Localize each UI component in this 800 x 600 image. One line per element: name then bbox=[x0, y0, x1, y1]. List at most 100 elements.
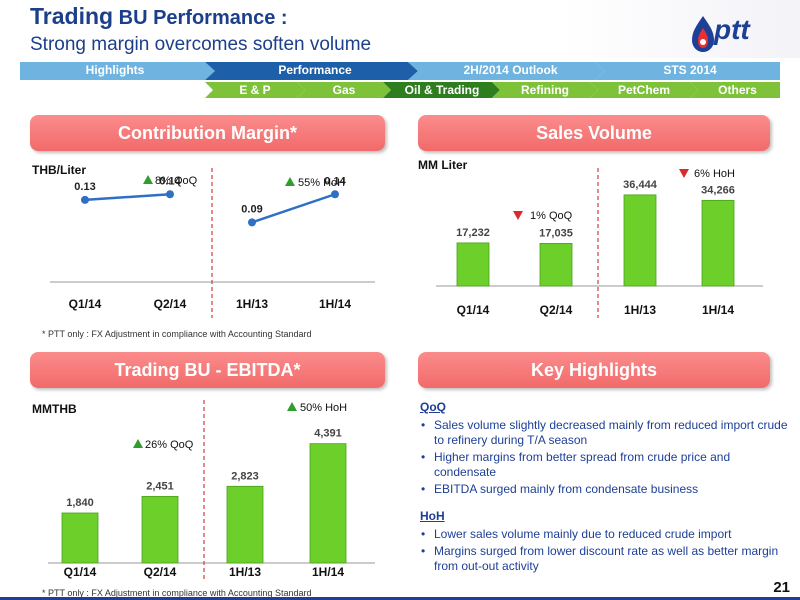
annotation-qoq: 1% QoQ bbox=[530, 210, 573, 222]
nav-row1-shapes bbox=[20, 62, 780, 80]
tick-label: Q1/14 bbox=[69, 297, 102, 311]
page-title-main: Trading bbox=[30, 3, 114, 29]
header-background bbox=[0, 0, 800, 58]
contribution-margin-chart: 0.13 0.14 0.09 0.14 Q1/14 Q2/14 1H/13 1H/14 8% Q… bbox=[50, 168, 375, 318]
nav-row2-shapes bbox=[205, 82, 780, 98]
nav-shape-oil-trading bbox=[383, 82, 500, 98]
down-arrow-icon bbox=[513, 211, 523, 220]
ptt-logo: ptt bbox=[690, 14, 790, 58]
data-label: 0.09 bbox=[241, 203, 262, 215]
tick-label: Q1/14 bbox=[457, 303, 490, 317]
tick-label: Q1/14 bbox=[64, 565, 97, 579]
annotation-hoh: 6% HoH bbox=[694, 168, 735, 180]
bar bbox=[309, 443, 347, 564]
data-label: 1,840 bbox=[66, 497, 94, 509]
margin-unit-label: THB/Liter bbox=[32, 163, 86, 177]
nav-shape-sts bbox=[595, 62, 780, 80]
tick-label: 1H/14 bbox=[702, 303, 734, 317]
nav-tab-outlook[interactable]: 2H/2014 Outlook bbox=[463, 63, 558, 77]
data-label: 4,391 bbox=[314, 428, 342, 440]
page-title-rest: BU Performance : bbox=[113, 7, 288, 29]
qoq-list: Sales volume slightly decreased mainly f… bbox=[420, 418, 792, 497]
tick-label: Q2/14 bbox=[144, 565, 177, 579]
bar bbox=[226, 485, 264, 564]
annotation-hoh: 50% HoH bbox=[300, 402, 347, 414]
volume-unit-label: MM Liter bbox=[418, 158, 468, 172]
tick-label: Q2/14 bbox=[540, 303, 573, 317]
nav-shape-petchem bbox=[590, 82, 698, 98]
up-arrow-icon bbox=[285, 177, 295, 186]
section-sales-volume: Sales Volume bbox=[418, 115, 770, 151]
qoq-item: Higher margins from better spread from c… bbox=[420, 450, 792, 480]
bar bbox=[701, 199, 735, 287]
data-label: 2,451 bbox=[146, 480, 174, 492]
page-title: Trading BU Performance : bbox=[30, 3, 288, 30]
section-ebitda: Trading BU - EBITDA* bbox=[30, 352, 385, 388]
nav-tab-highlights[interactable]: Highlights bbox=[85, 63, 145, 77]
nav-sub-others[interactable]: Others bbox=[718, 83, 757, 97]
annotation-qoq: 8% QoQ bbox=[155, 175, 198, 187]
bar bbox=[141, 495, 179, 564]
nav-sub-refining[interactable]: Refining bbox=[521, 83, 569, 97]
tick-label: 1H/14 bbox=[319, 297, 351, 311]
tick-label: 1H/13 bbox=[624, 303, 656, 317]
nav-sub-oil-trading[interactable]: Oil & Trading bbox=[404, 83, 480, 97]
up-arrow-icon bbox=[143, 175, 153, 184]
qoq-heading: QoQ bbox=[420, 400, 446, 414]
nav-shape-performance bbox=[205, 62, 418, 80]
ebitda-unit-label: MMTHB bbox=[32, 402, 77, 416]
tick-label: 1H/14 bbox=[312, 565, 344, 579]
data-label: 0.14 bbox=[159, 175, 181, 187]
nav-sub-ep[interactable]: E & P bbox=[239, 83, 271, 97]
series-line bbox=[84, 193, 171, 202]
series-line bbox=[251, 193, 336, 224]
tick-label: 1H/13 bbox=[236, 297, 268, 311]
qoq-item: EBITDA surged mainly from condensate bus… bbox=[420, 482, 792, 497]
flame-icon bbox=[692, 16, 714, 52]
up-arrow-icon bbox=[133, 439, 143, 448]
data-point bbox=[248, 218, 256, 227]
tick-label: Q2/14 bbox=[154, 297, 187, 311]
section-contribution-margin: Contribution Margin* bbox=[30, 115, 385, 151]
data-label: 34,266 bbox=[701, 184, 735, 196]
hoh-item: Margins surged from lower discount rate … bbox=[420, 544, 792, 574]
bar bbox=[539, 243, 573, 287]
data-label: 0.14 bbox=[324, 175, 346, 187]
nav-tab-performance[interactable]: Performance bbox=[278, 63, 352, 77]
tick-label: 1H/13 bbox=[229, 565, 261, 579]
sales-volume-chart: 17,232 17,035 36,444 34,266 Q1/14 Q2/14 1H/13 1… bbox=[436, 168, 763, 318]
footnote-ebitda: * PTT only : FX Adjustment in compliance… bbox=[42, 588, 312, 598]
nav-sub-petchem[interactable]: PetChem bbox=[617, 83, 670, 97]
data-label: 0.13 bbox=[74, 181, 95, 193]
data-point bbox=[81, 195, 89, 204]
page-subtitle: Strong margin overcomes soften volume bbox=[30, 34, 372, 55]
section-key-highlights: Key Highlights bbox=[418, 352, 770, 388]
nav-sub-gas[interactable]: Gas bbox=[332, 83, 356, 97]
data-label: 2,823 bbox=[231, 470, 259, 482]
bottom-rule bbox=[0, 597, 800, 600]
data-label: 36,444 bbox=[623, 179, 658, 191]
footnote-margin: * PTT only : FX Adjustment in compliance… bbox=[42, 329, 312, 339]
hoh-list: Lower sales volume mainly due to reduced… bbox=[420, 527, 792, 574]
qoq-item: Sales volume slightly decreased mainly f… bbox=[420, 418, 792, 448]
data-label: 17,232 bbox=[456, 227, 490, 239]
nav-shape-ep bbox=[205, 82, 305, 98]
data-label: 17,035 bbox=[539, 227, 573, 239]
down-arrow-icon bbox=[679, 169, 689, 178]
nav-shape-gas bbox=[297, 82, 391, 98]
data-point bbox=[166, 190, 174, 199]
key-highlights-body: QoQ Sales volume slightly decreased main… bbox=[420, 400, 792, 576]
up-arrow-icon bbox=[287, 402, 297, 411]
ebitda-chart: 1,840 2,451 2,823 4,391 Q1/14 Q2/14 1H/13 1H/14… bbox=[48, 400, 375, 582]
logo-text: ptt bbox=[714, 14, 750, 45]
nav-shape-others bbox=[690, 82, 780, 98]
data-point bbox=[331, 190, 339, 199]
page-number: 21 bbox=[773, 579, 790, 596]
hoh-heading: HoH bbox=[420, 509, 445, 523]
hoh-item: Lower sales volume mainly due to reduced… bbox=[420, 527, 792, 542]
nav-shape-highlights bbox=[20, 62, 215, 80]
nav-tab-sts[interactable]: STS 2014 bbox=[663, 63, 717, 77]
bar bbox=[61, 512, 99, 564]
bar bbox=[456, 242, 490, 287]
bar bbox=[623, 194, 657, 287]
